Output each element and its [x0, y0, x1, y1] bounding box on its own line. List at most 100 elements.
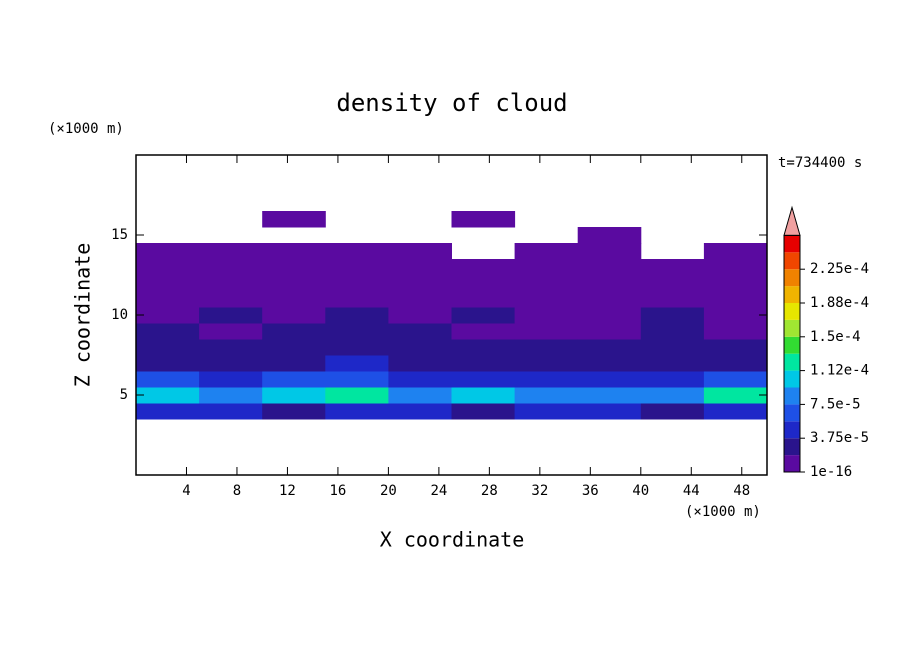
contour-cell — [325, 387, 389, 404]
contour-cell — [514, 339, 579, 356]
contour-cell — [136, 387, 200, 404]
contour-cell — [136, 259, 200, 276]
colorbar-segment — [784, 387, 800, 405]
colorbar-segment — [784, 252, 800, 270]
contour-cell — [262, 387, 326, 404]
contour-cell — [703, 243, 768, 260]
y-tick-label: 15 — [111, 227, 128, 243]
contour-cell — [640, 323, 705, 340]
x-tick-label: 12 — [279, 483, 296, 499]
x-tick-label: 32 — [531, 483, 548, 499]
colorbar-tick-label: 1.88e-4 — [810, 295, 869, 311]
contour-cell — [514, 291, 579, 308]
contour-cell — [388, 275, 452, 292]
contour-cell — [451, 307, 516, 324]
contour-cell — [703, 387, 768, 404]
contour-cell — [325, 323, 389, 340]
contour-cell — [199, 291, 263, 308]
colorbar-extend — [783, 205, 801, 236]
y-tick-label: 10 — [111, 307, 128, 323]
contour-cell — [703, 355, 768, 372]
contour-cell — [703, 339, 768, 356]
x-tick-label: 24 — [430, 483, 447, 499]
contour-cell — [136, 339, 200, 356]
colorbar-segment — [784, 286, 800, 303]
contour-cell — [262, 339, 326, 356]
x-tick-label: 4 — [182, 483, 190, 499]
contour-cell — [262, 211, 326, 228]
contour-cell — [199, 275, 263, 292]
contour-cell — [388, 339, 452, 356]
contour-cell — [451, 339, 516, 356]
contour-cell — [136, 291, 200, 308]
contour-cell — [136, 403, 200, 420]
x-unit: (×1000 m) — [685, 504, 761, 520]
colorbar-segment — [784, 438, 800, 456]
contour-cell — [451, 259, 516, 276]
contour-cell — [577, 307, 642, 324]
contour-cell — [451, 291, 516, 308]
colorbar-segment — [784, 319, 800, 337]
contour-cell — [136, 323, 200, 340]
contour-cell — [577, 339, 642, 356]
contour-cell — [451, 323, 516, 340]
colorbar-tick-label: 1e-16 — [810, 464, 852, 480]
colorbar-tick-label: 7.5e-5 — [810, 396, 861, 412]
contour-cell — [325, 339, 389, 356]
contour-cell — [577, 371, 642, 388]
contour-cell — [136, 371, 200, 388]
contour-cell — [640, 291, 705, 308]
contour-cell — [262, 291, 326, 308]
contour-cell — [199, 339, 263, 356]
contour-cell — [199, 355, 263, 372]
contour-cell — [325, 307, 389, 324]
contour-cell — [703, 275, 768, 292]
contour-cell — [703, 291, 768, 308]
contour-cell — [136, 355, 200, 372]
contour-cell — [514, 387, 579, 404]
contour-cell — [703, 323, 768, 340]
contour-cell — [640, 275, 705, 292]
contour-cell — [325, 291, 389, 308]
contour-cell — [199, 259, 263, 276]
x-tick-label: 28 — [481, 483, 498, 499]
y-axis-title: Z coordinate — [71, 243, 95, 388]
x-tick-label: 48 — [733, 483, 750, 499]
contour-cell — [577, 243, 642, 260]
colorbar-tick-label: 2.25e-4 — [810, 261, 869, 277]
contour-cell — [388, 259, 452, 276]
contour-cell — [451, 371, 516, 388]
x-tick-label: 40 — [632, 483, 649, 499]
colorbar-segment — [784, 303, 800, 320]
contour-cell — [262, 275, 326, 292]
chart-title: density of cloud — [336, 89, 567, 117]
contour-cell — [388, 387, 452, 404]
colorbar-segment — [784, 336, 800, 354]
contour-cell — [640, 259, 705, 276]
contour-cell — [451, 355, 516, 372]
contour-cell — [388, 371, 452, 388]
contour-cell — [514, 355, 579, 372]
contour-cell — [577, 403, 642, 420]
contour-cell — [199, 403, 263, 420]
x-tick-label: 8 — [233, 483, 241, 499]
x-tick-label: 44 — [683, 483, 700, 499]
contour-cell — [262, 259, 326, 276]
contour-cell — [262, 307, 326, 324]
contour-cell — [388, 243, 452, 260]
contour-cell — [577, 323, 642, 340]
contour-cell — [325, 243, 389, 260]
contour-cell — [640, 355, 705, 372]
contour-cell — [325, 403, 389, 420]
contour-cell — [262, 243, 326, 260]
contour-cell — [514, 403, 579, 420]
x-axis-title: X coordinate — [380, 528, 525, 552]
contour-cell — [514, 243, 579, 260]
colorbar-tick-label: 1.5e-4 — [810, 329, 861, 345]
colorbar-frame — [783, 234, 801, 473]
contour-cell — [703, 307, 768, 324]
contour-cell — [640, 307, 705, 324]
colorbar-segment — [784, 235, 800, 253]
contour-cell — [199, 371, 263, 388]
